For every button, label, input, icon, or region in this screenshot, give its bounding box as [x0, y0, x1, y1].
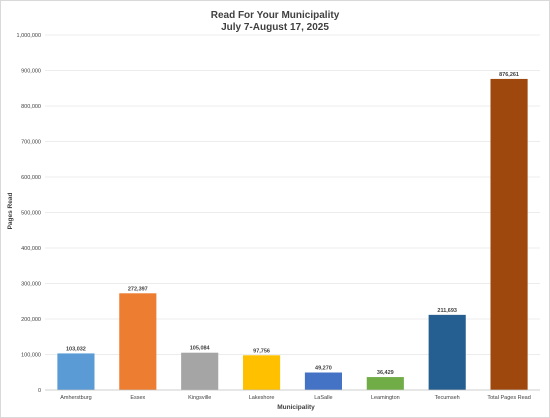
- bar-leamington: [366, 377, 404, 390]
- x-tick-label: Essex: [130, 395, 145, 401]
- data-labels: 103,032 272,397 105,084 97,756 49,270 36,429 2…: [66, 72, 519, 376]
- data-label: 36,429: [377, 370, 394, 376]
- y-tick-label: 100,000: [21, 353, 41, 359]
- y-axis-ticks: 0 100,000 200,000 300,000 400,000 500,000 600,…: [17, 33, 41, 394]
- x-tick-label: Leamington: [371, 395, 400, 401]
- bars: [57, 78, 528, 391]
- bar-tecumseh: [428, 314, 466, 390]
- bar-lakeshore: [243, 355, 281, 390]
- bar-essex: [119, 293, 157, 390]
- y-tick-label: 1,000,000: [17, 33, 41, 39]
- x-axis-label: Municipality: [277, 404, 315, 411]
- y-tick-label: 800,000: [21, 104, 41, 110]
- bar-total-pages-read: [490, 78, 528, 391]
- data-label: 103,032: [66, 346, 86, 352]
- y-tick-label: 700,000: [21, 140, 41, 146]
- x-axis-ticks: Amherstburg Essex Kingsville Lakeshore LaSal…: [60, 395, 531, 401]
- bar-kingsville: [181, 352, 219, 390]
- data-label: 49,270: [315, 366, 332, 372]
- x-tick-label: Amherstburg: [60, 395, 92, 401]
- chart-subtitle: July 7-August 17, 2025: [221, 22, 329, 33]
- y-tick-label: 500,000: [21, 211, 41, 217]
- chart-title: Read For Your Municipality: [210, 10, 340, 21]
- x-tick-label: Lakeshore: [249, 395, 275, 401]
- x-tick-label: Kingsville: [188, 395, 211, 401]
- x-tick-label: Tecumseh: [435, 395, 460, 401]
- y-tick-label: 300,000: [21, 282, 41, 288]
- bar-amherstburg: [57, 353, 95, 390]
- x-tick-label: LaSalle: [314, 395, 332, 401]
- data-label: 211,693: [437, 308, 457, 314]
- bar-lasalle: [304, 372, 342, 390]
- y-tick-label: 0: [38, 388, 41, 394]
- data-label: 105,084: [190, 346, 211, 352]
- x-tick-label: Total Pages Read: [487, 395, 530, 401]
- data-label: 272,397: [128, 286, 148, 292]
- data-label: 97,756: [253, 348, 270, 354]
- y-tick-label: 900,000: [21, 69, 41, 75]
- y-tick-label: 200,000: [21, 317, 41, 323]
- y-tick-label: 400,000: [21, 246, 41, 252]
- y-axis-label: Pages Read: [7, 193, 14, 230]
- y-tick-label: 600,000: [21, 175, 41, 181]
- data-label: 876,261: [499, 72, 519, 78]
